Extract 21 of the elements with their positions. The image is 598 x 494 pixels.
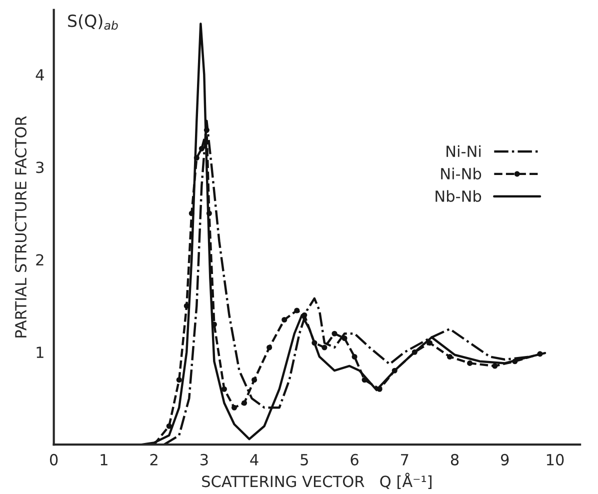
annotation: S(Q)$_{ab}$: [68, 14, 118, 30]
x-tick-label: 4: [250, 454, 258, 466]
y-tick-label: 4: [36, 69, 44, 80]
x-tick-label: 6: [350, 454, 358, 466]
x-tick-label: 9: [500, 454, 509, 466]
y-tick-label: 1: [36, 346, 44, 358]
legend-label: Nb-Nb: [436, 190, 482, 202]
x-axis-title: SCATTERING VECTOR Q [Å⁻¹]: [202, 472, 432, 490]
x-tick-label: 7: [401, 454, 408, 466]
x-tick-label: 10: [546, 454, 564, 466]
legend-label: Ni-Nb: [441, 168, 482, 180]
legend-label: Ni-Ni: [446, 145, 481, 157]
y-tick-label: 3: [36, 162, 44, 174]
x-tick-label: 1: [100, 454, 108, 466]
x-tick-label: 2: [150, 454, 158, 466]
x-tick-label: 5: [300, 454, 308, 466]
x-tick-label: 8: [450, 454, 459, 466]
x-tick-label: 0: [50, 454, 58, 466]
y-tick-label: 2: [36, 254, 44, 266]
y-axis-title: PARTIAL STRUCTURE FACTOR: [15, 116, 27, 338]
x-tick-label: 3: [200, 454, 208, 466]
